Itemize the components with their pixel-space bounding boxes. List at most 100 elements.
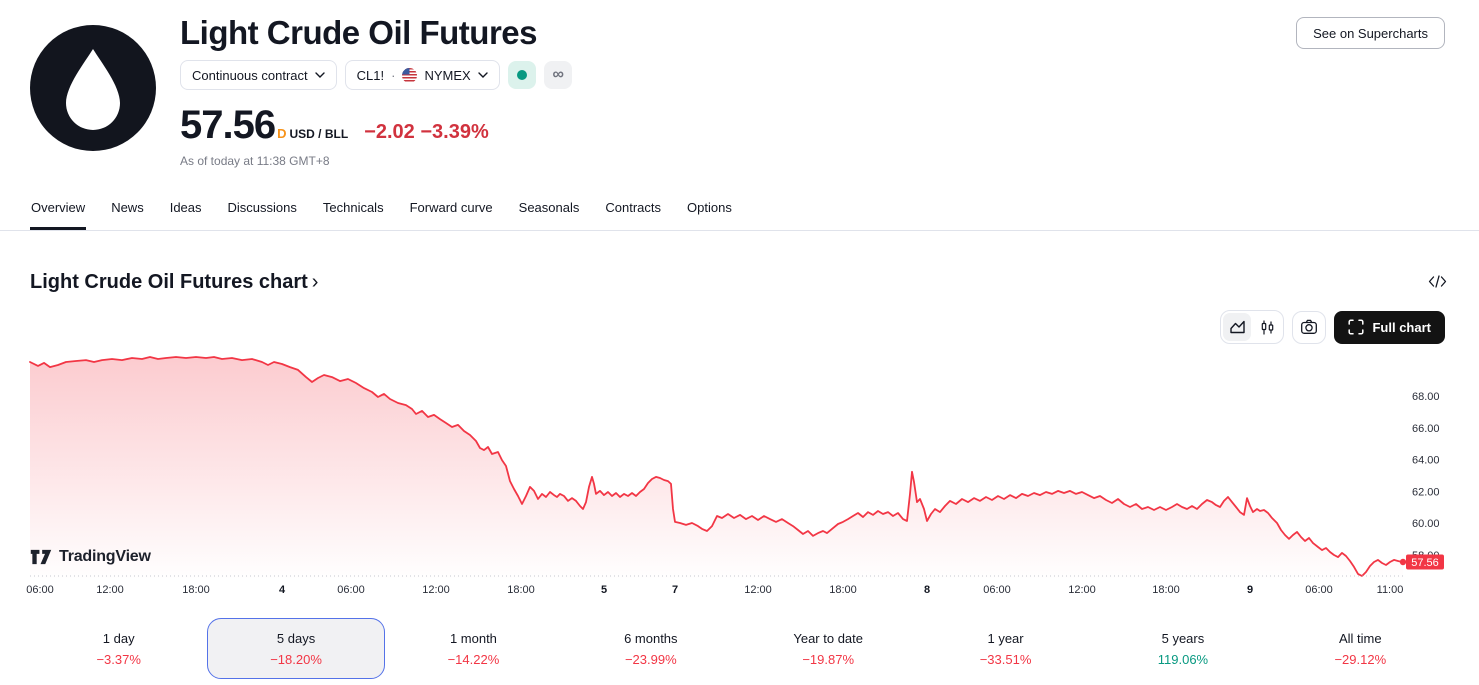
range-change: −3.37% <box>96 651 141 667</box>
svg-text:60.00: 60.00 <box>1412 518 1440 530</box>
separator: · <box>391 67 396 83</box>
range-label: Year to date <box>793 630 863 646</box>
range-label: 6 months <box>624 630 678 646</box>
svg-text:12:00: 12:00 <box>96 584 124 596</box>
svg-text:06:00: 06:00 <box>337 584 365 596</box>
tab-seasonals[interactable]: Seasonals <box>518 200 580 215</box>
interval-badge: D <box>277 126 287 141</box>
tab-discussions[interactable]: Discussions <box>227 200 297 215</box>
svg-text:68.00: 68.00 <box>1412 391 1440 403</box>
svg-text:5: 5 <box>601 584 607 596</box>
tradingview-logo-icon <box>30 549 52 565</box>
svg-text:11:00: 11:00 <box>1377 584 1404 596</box>
range-1-year[interactable]: 1 year −33.51% <box>917 618 1094 679</box>
symbol-exchange-dropdown[interactable]: CL1! · NYMEX <box>344 60 500 90</box>
tab-forward-curve[interactable]: Forward curve <box>409 200 493 215</box>
range-label: 5 years <box>1161 630 1205 646</box>
svg-text:62.00: 62.00 <box>1412 486 1440 498</box>
area-chart-type-button[interactable] <box>1223 313 1252 341</box>
symbol-header: Light Crude Oil Futures Continuous contr… <box>0 0 1479 168</box>
tab-contracts[interactable]: Contracts <box>605 200 662 215</box>
svg-text:18:00: 18:00 <box>1152 584 1180 596</box>
full-chart-button[interactable]: Full chart <box>1334 310 1445 344</box>
page-title: Light Crude Oil Futures <box>180 14 537 51</box>
svg-text:18:00: 18:00 <box>829 584 857 596</box>
range-label: 1 month <box>449 630 497 646</box>
svg-text:18:00: 18:00 <box>507 584 535 596</box>
svg-text:18:00: 18:00 <box>182 584 210 596</box>
svg-text:12:00: 12:00 <box>422 584 450 596</box>
chevron-down-icon <box>314 72 325 78</box>
tab-ideas[interactable]: Ideas <box>169 200 202 215</box>
range-6-months[interactable]: 6 months −23.99% <box>562 618 739 679</box>
chevron-down-icon <box>477 72 488 78</box>
price-line <box>29 356 1404 577</box>
range-year-to-date[interactable]: Year to date −19.87% <box>740 618 917 679</box>
contract-type-label: Continuous contract <box>192 67 308 83</box>
svg-text:12:00: 12:00 <box>744 584 772 596</box>
svg-text:66.00: 66.00 <box>1412 423 1440 435</box>
range-5-days[interactable]: 5 days −18.20% <box>207 618 385 679</box>
tradingview-watermark-link[interactable]: TradingView <box>30 548 151 566</box>
range-label: 1 year <box>987 630 1024 646</box>
price-unit: USD / BLL <box>289 127 349 141</box>
price-row: 57.56 D USD / BLL −2.02 −3.39% <box>180 103 572 148</box>
symbol-label: CL1! <box>356 67 385 83</box>
range-change: −18.20% <box>270 651 322 667</box>
last-price-tag: 57.56 <box>1399 554 1444 570</box>
exchange-label: NYMEX <box>424 67 471 83</box>
tab-technicals[interactable]: Technicals <box>322 200 384 215</box>
last-price: 57.56 <box>180 103 276 147</box>
embed-code-icon[interactable] <box>1426 272 1449 294</box>
svg-text:8: 8 <box>924 584 930 596</box>
range-1-month[interactable]: 1 month −14.22% <box>385 618 562 679</box>
candles-chart-type-button[interactable] <box>1253 313 1281 341</box>
tab-news[interactable]: News <box>111 200 144 215</box>
fullscreen-icon <box>1348 319 1365 335</box>
svg-text:9: 9 <box>1247 584 1253 596</box>
tab-overview[interactable]: Overview <box>30 194 87 230</box>
market-status-badge[interactable] <box>507 61 536 89</box>
svg-text:4: 4 <box>279 584 286 596</box>
range-label: 5 days <box>276 630 316 646</box>
market-open-dot-icon <box>516 70 527 80</box>
symbol-tabs: Overview News Ideas Discussions Technicals Fo… <box>0 194 1479 231</box>
as-of-timestamp: As of today at 11:38 GMT+8 <box>180 154 330 168</box>
svg-text:06:00: 06:00 <box>26 584 54 596</box>
tradingview-watermark-text: TradingView <box>59 548 151 565</box>
svg-text:12:00: 12:00 <box>1068 584 1096 596</box>
us-flag-icon <box>402 67 418 83</box>
range-5-years[interactable]: 5 years 119.06% <box>1094 618 1271 679</box>
price-change: −2.02 −3.39% <box>364 121 489 143</box>
range-change: −33.51% <box>979 651 1032 667</box>
svg-text:06:00: 06:00 <box>983 584 1011 596</box>
area-fill <box>30 357 1403 578</box>
see-on-supercharts-button[interactable]: See on Supercharts <box>1296 17 1445 49</box>
snapshot-camera-button[interactable] <box>1292 310 1327 344</box>
chart-type-toggle <box>1220 310 1285 344</box>
range-1-day[interactable]: 1 day −3.37% <box>30 618 207 679</box>
range-change: 119.06% <box>1157 651 1209 667</box>
svg-text:7: 7 <box>672 584 678 596</box>
contract-type-dropdown[interactable]: Continuous contract <box>180 60 337 90</box>
range-change: −29.12% <box>1334 651 1387 667</box>
full-chart-label: Full chart <box>1372 319 1431 335</box>
chevron-right-icon: › <box>311 271 319 293</box>
tab-options[interactable]: Options <box>687 200 732 215</box>
range-change: −19.87% <box>802 651 855 667</box>
chart-section-heading: Light Crude Oil Futures chart <box>30 271 308 293</box>
x-axis-labels: 06:00 12:00 18:00 4 06:00 12:00 18:00 5 7 12:00 18… <box>26 584 1403 596</box>
range-all-time[interactable]: All time −29.12% <box>1272 618 1449 679</box>
chart-section-link[interactable]: Light Crude Oil Futures chart › <box>30 271 318 294</box>
date-range-buttons: 1 day −3.37% 5 days −18.20% 1 month −14.22% 6 … <box>30 618 1449 679</box>
range-label: All time <box>1339 630 1382 646</box>
chart-toolbar: Full chart <box>0 310 1479 344</box>
svg-text:57.56: 57.56 <box>1411 557 1439 569</box>
range-change: −14.22% <box>447 651 500 667</box>
range-label: 1 day <box>102 630 135 646</box>
svg-text:64.00: 64.00 <box>1412 455 1440 467</box>
oil-drop-logo <box>30 25 156 151</box>
infinity-badge[interactable]: ∞ <box>543 61 572 89</box>
